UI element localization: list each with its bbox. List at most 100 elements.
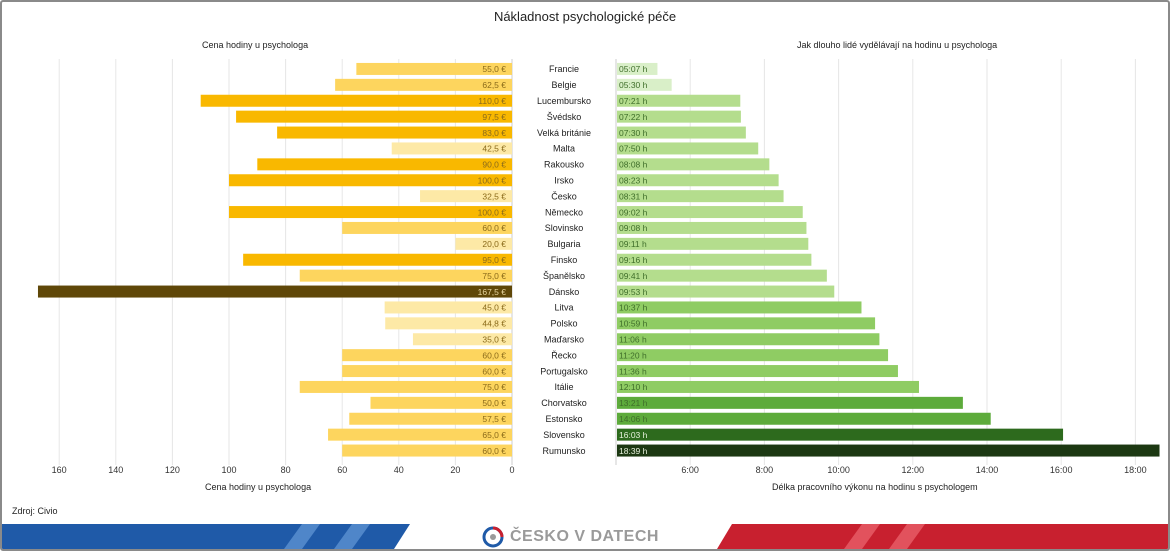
country-label: Litva bbox=[554, 303, 573, 313]
right-x-tick-label: 16:00 bbox=[1050, 465, 1073, 475]
price-bar-label: 65,0 € bbox=[482, 430, 506, 440]
chart-canvas: 160 140 120 100 80 60 40 20 0 6:00 8:00 10:00 12:00 1… bbox=[37, 59, 1160, 475]
country-label: Velká británie bbox=[537, 128, 591, 138]
time-bar bbox=[617, 333, 880, 346]
price-bar bbox=[455, 237, 512, 250]
left-x-tick-label: 0 bbox=[509, 465, 514, 475]
time-bar bbox=[617, 317, 876, 330]
time-bar bbox=[617, 174, 779, 187]
price-bar-label: 62,5 € bbox=[482, 80, 506, 90]
country-label: Belgie bbox=[551, 80, 576, 90]
time-bar-label: 13:21 h bbox=[619, 398, 648, 408]
country-label: Řecko bbox=[551, 350, 577, 360]
price-bar-label: 83,0 € bbox=[482, 128, 506, 138]
price-bar bbox=[229, 174, 512, 187]
time-bar-label: 11:20 h bbox=[619, 350, 647, 360]
right-x-axis-label: Délka pracovního výkonu na hodinu s psyc… bbox=[772, 482, 978, 492]
price-bar bbox=[385, 317, 512, 330]
price-bar-label: 60,0 € bbox=[482, 350, 506, 360]
left-x-tick-label: 100 bbox=[221, 465, 236, 475]
left-x-tick-label: 160 bbox=[52, 465, 67, 475]
time-bar bbox=[617, 158, 770, 171]
time-bar bbox=[617, 269, 827, 282]
country-label: Chorvatsko bbox=[541, 398, 587, 408]
price-bar-label: 90,0 € bbox=[482, 160, 506, 170]
time-bar bbox=[617, 285, 835, 298]
price-bar bbox=[391, 142, 512, 155]
price-bar bbox=[200, 94, 512, 107]
brand-logo-text: ČESKO V DATECH bbox=[510, 528, 659, 545]
price-bar-label: 95,0 € bbox=[482, 255, 506, 265]
country-label: Slovinsko bbox=[545, 223, 584, 233]
price-bar bbox=[328, 428, 512, 441]
time-bar bbox=[617, 365, 898, 378]
country-label: Slovensko bbox=[543, 430, 585, 440]
price-bar-label: 75,0 € bbox=[482, 382, 506, 392]
country-label: Polsko bbox=[550, 319, 577, 329]
price-bar-label: 57,5 € bbox=[482, 414, 506, 424]
time-bar bbox=[617, 412, 991, 425]
time-bar bbox=[617, 301, 862, 314]
time-bar bbox=[617, 190, 784, 203]
country-label: Španělsko bbox=[543, 271, 585, 281]
price-bar-label: 110,0 € bbox=[478, 96, 506, 106]
left-x-axis-label: Cena hodiny u psychologa bbox=[205, 482, 312, 492]
price-bar bbox=[412, 333, 512, 346]
time-bar bbox=[617, 349, 889, 362]
time-bar-label: 09:16 h bbox=[619, 255, 648, 265]
time-bar-label: 09:11 h bbox=[619, 239, 647, 249]
price-bar bbox=[243, 253, 512, 266]
time-bar-label: 09:41 h bbox=[619, 271, 648, 281]
price-bar-label: 75,0 € bbox=[482, 271, 506, 281]
price-bar bbox=[257, 158, 512, 171]
time-bar-label: 09:08 h bbox=[619, 223, 648, 233]
time-bar bbox=[617, 206, 803, 219]
price-bar-label: 50,0 € bbox=[482, 398, 506, 408]
time-bar bbox=[617, 142, 759, 155]
banner-blue-accent bbox=[334, 524, 370, 549]
price-bar-label: 60,0 € bbox=[482, 366, 506, 376]
time-bar bbox=[617, 78, 672, 91]
time-bar bbox=[617, 380, 919, 393]
right-chart-subtitle: Jak dlouho lidé vydělávají na hodinu u p… bbox=[797, 40, 998, 50]
country-label: Česko bbox=[551, 191, 577, 201]
price-bar bbox=[420, 190, 512, 203]
brand-logo: ČESKO V DATECH bbox=[482, 525, 659, 549]
banner-blue-accent bbox=[284, 524, 320, 549]
price-bar bbox=[335, 78, 512, 91]
time-bar bbox=[617, 126, 746, 139]
left-x-tick-label: 120 bbox=[165, 465, 180, 475]
source-note: Zdroj: Civio bbox=[12, 506, 58, 516]
country-label: Irsko bbox=[554, 175, 574, 185]
price-bar bbox=[349, 412, 512, 425]
time-bar bbox=[617, 237, 809, 250]
left-x-tick-label: 60 bbox=[337, 465, 347, 475]
left-x-tick-label: 40 bbox=[394, 465, 404, 475]
price-bar bbox=[356, 62, 512, 75]
time-bar-label: 07:30 h bbox=[619, 128, 648, 138]
price-bar bbox=[342, 444, 512, 457]
time-bar-label: 07:22 h bbox=[619, 112, 648, 122]
country-label: Švédsko bbox=[547, 112, 582, 122]
price-bar-label: 44,8 € bbox=[482, 319, 506, 329]
time-bar-label: 16:03 h bbox=[619, 430, 648, 440]
time-bar bbox=[617, 444, 1160, 457]
country-label: Malta bbox=[553, 144, 575, 154]
price-bar bbox=[342, 349, 512, 362]
time-bar-label: 11:06 h bbox=[619, 334, 647, 344]
price-bar bbox=[277, 126, 512, 139]
banner-red-stripe bbox=[717, 524, 1168, 549]
time-bar bbox=[617, 221, 807, 234]
country-label: Dánsko bbox=[549, 287, 580, 297]
price-bar-label: 97,5 € bbox=[482, 112, 506, 122]
price-bar-label: 35,0 € bbox=[482, 334, 506, 344]
country-label: Portugalsko bbox=[540, 366, 588, 376]
brand-logo-icon bbox=[482, 526, 504, 548]
price-bar-label: 20,0 € bbox=[482, 239, 506, 249]
price-bar-label: 100,0 € bbox=[478, 175, 507, 185]
time-bar-label: 14:06 h bbox=[619, 414, 648, 424]
price-bar-label: 100,0 € bbox=[478, 207, 507, 217]
right-x-tick-label: 18:00 bbox=[1124, 465, 1147, 475]
time-bar-label: 10:59 h bbox=[619, 319, 648, 329]
time-bar-label: 05:07 h bbox=[619, 64, 648, 74]
